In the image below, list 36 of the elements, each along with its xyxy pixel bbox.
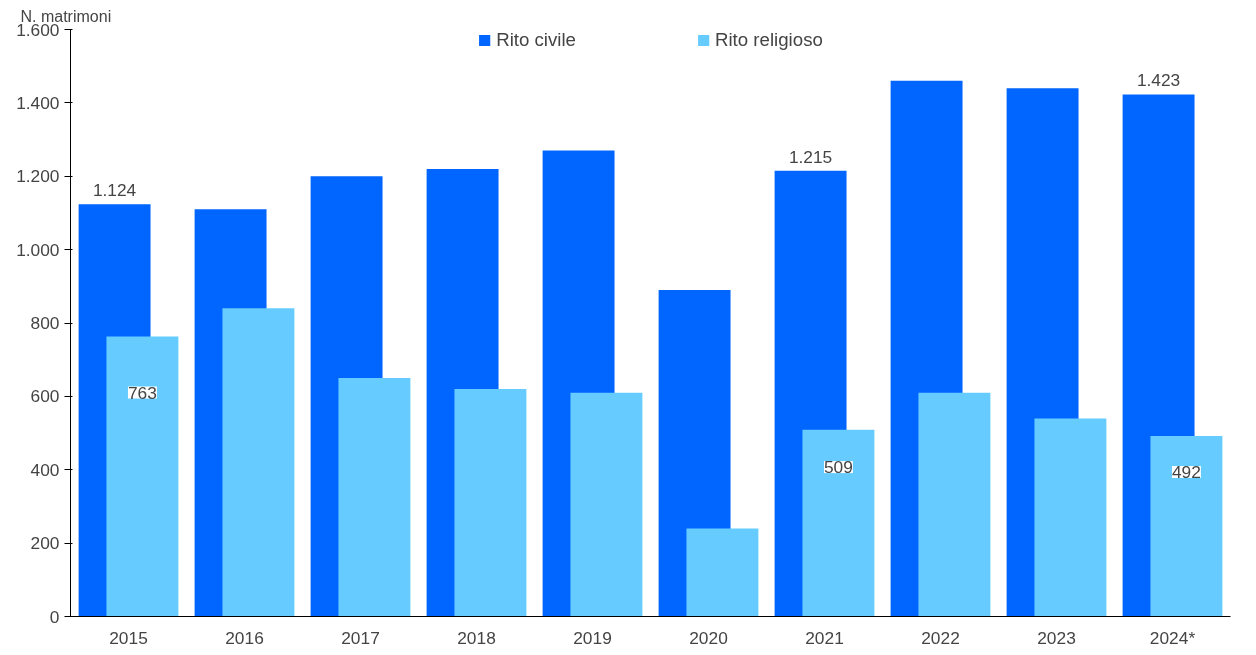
data-label: 763 — [127, 382, 157, 403]
x-tick-label: 2019 — [573, 627, 612, 648]
x-tick-label: 2024* — [1149, 627, 1196, 648]
data-label: 509 — [823, 457, 853, 478]
x-tick-label: 2018 — [457, 627, 496, 648]
y-tick-label: 0 — [49, 606, 60, 627]
bar — [686, 528, 759, 617]
y-tick-label: 400 — [30, 459, 60, 480]
x-tick-label: 2020 — [689, 627, 728, 648]
x-tick-label: 2022 — [921, 627, 960, 648]
x-tick-label: 2016 — [225, 627, 264, 648]
bar — [454, 389, 527, 617]
bar — [338, 378, 411, 617]
x-tick-label: 2015 — [109, 627, 148, 648]
legend-label: Rito civile — [496, 29, 576, 51]
y-tick-label: 200 — [30, 533, 60, 554]
y-tick-label: 1.000 — [16, 239, 60, 260]
x-tick-label: 2023 — [1037, 627, 1076, 648]
bar — [222, 308, 295, 617]
data-label: 1.215 — [788, 146, 833, 167]
y-tick-label: 1.200 — [16, 166, 60, 187]
data-label: 1.124 — [92, 180, 137, 201]
data-label: 1.423 — [1136, 70, 1181, 91]
y-tick-label: 600 — [30, 386, 60, 407]
bar — [802, 429, 875, 617]
y-tick-label: 1.400 — [16, 92, 60, 113]
bar — [570, 392, 643, 617]
bar — [1034, 418, 1107, 617]
bar — [1150, 436, 1223, 617]
bar — [106, 336, 179, 617]
x-tick-label: 2021 — [805, 627, 844, 648]
bar — [918, 392, 991, 617]
legend-label: Rito religioso — [714, 29, 823, 51]
x-tick-label: 2017 — [341, 627, 380, 648]
data-label: 492 — [1171, 462, 1201, 483]
y-tick-label: 800 — [30, 313, 60, 333]
